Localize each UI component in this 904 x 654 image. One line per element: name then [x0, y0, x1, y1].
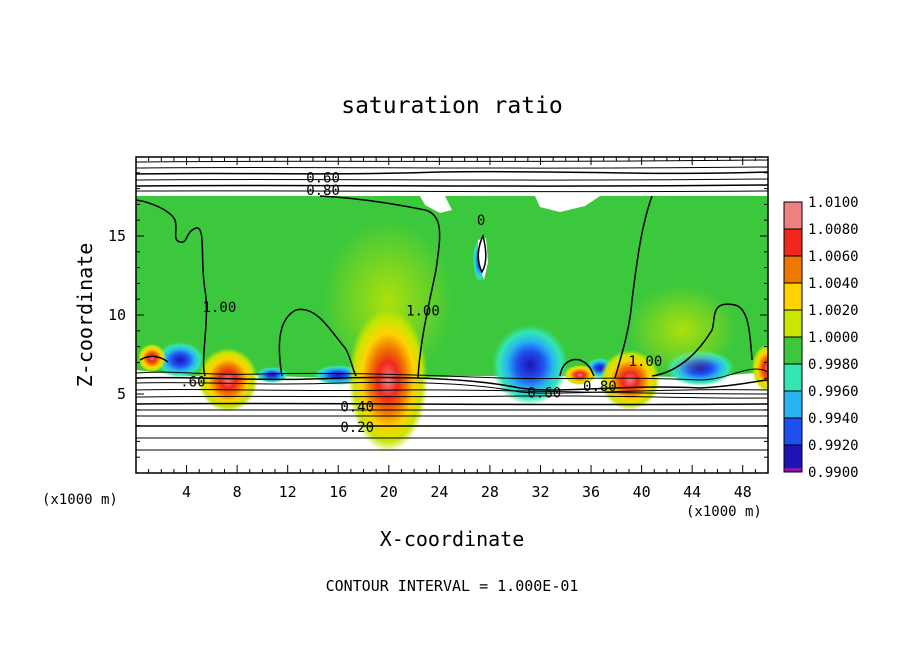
colorbar-swatch — [784, 337, 802, 364]
contour-label: 0.80 — [583, 379, 617, 395]
colorbar-swatch — [784, 418, 802, 445]
colorbar-label: 1.0040 — [808, 276, 859, 292]
colorbar-label: 1.0020 — [808, 303, 859, 319]
warm-region — [627, 285, 737, 375]
x-tick-label: 24 — [430, 483, 448, 501]
colorbar-label: 0.9960 — [808, 384, 859, 400]
x-tick-label: 28 — [481, 483, 499, 501]
colorbar-label: 0.9940 — [808, 411, 859, 427]
contour-label: 0.40 — [340, 400, 374, 416]
colorbar-label: 1.0100 — [808, 195, 859, 211]
x-tick-label: 20 — [380, 483, 398, 501]
hot-region — [600, 350, 660, 410]
unity-contours — [136, 195, 753, 379]
contour-label: 0 — [477, 213, 485, 229]
y-tick-label: 15 — [108, 227, 126, 245]
colorbar-label: 1.0060 — [808, 249, 859, 265]
colorbar-swatch — [784, 229, 802, 256]
x-tick-label: 44 — [683, 483, 701, 501]
y-tick-label: 5 — [117, 385, 126, 403]
cool-region — [492, 325, 568, 405]
x-tick-label: 40 — [633, 483, 651, 501]
x-tick-label: 12 — [279, 483, 297, 501]
colorbar-swatch — [784, 310, 802, 337]
colorbar-swatch — [784, 445, 802, 472]
upper-contours — [136, 159, 768, 193]
colorbar-label: 0.9920 — [808, 438, 859, 454]
x-tick-label: 48 — [734, 483, 752, 501]
x-tick-label: 36 — [582, 483, 600, 501]
z-unit-label: (x1000 m) — [42, 492, 118, 508]
x-tick-label: 32 — [531, 483, 549, 501]
colorbar-swatch — [784, 364, 802, 391]
x-tick-label: 8 — [233, 483, 242, 501]
x-axis-label: X-coordinate — [380, 527, 525, 551]
hot-region — [198, 348, 258, 412]
cool-region — [256, 367, 288, 383]
contour-label: .60 — [180, 374, 205, 390]
unsaturated-gap — [420, 196, 452, 213]
contour-label: 0.60 — [527, 385, 561, 401]
plot-area — [136, 159, 768, 452]
x-unit-label: (x1000 m) — [686, 504, 762, 520]
colorbar-swatch — [784, 391, 802, 418]
contour-label: 1.00 — [406, 303, 440, 319]
colorbar-swatch — [784, 468, 802, 472]
contour-interval-note: CONTOUR INTERVAL = 1.000E-01 — [326, 577, 579, 595]
contour-label: 0.80 — [306, 183, 340, 199]
contour-label: 0.20 — [340, 420, 374, 436]
chart-title: saturation ratio — [341, 93, 563, 119]
colorbar-label: 1.0080 — [808, 222, 859, 238]
unsaturated-gap — [535, 196, 600, 212]
contour-labels: 0.600.801.00 1.001.000.600.60 0.800.400.20 — [180, 171, 662, 437]
contour-label: 0.60 — [306, 171, 340, 187]
cool-region — [156, 342, 204, 378]
colorbar-swatch — [784, 256, 802, 283]
colorbar-swatch — [784, 283, 802, 310]
lower-contours — [136, 368, 768, 451]
colorbar-swatch — [784, 202, 802, 229]
colorbar-label: 0.9900 — [808, 465, 859, 481]
colorbar-label: 0.9980 — [808, 357, 859, 373]
hot-region — [138, 344, 166, 372]
hot-region — [564, 365, 596, 385]
y-tick-label: 10 — [108, 306, 126, 324]
x-tick-label: 16 — [329, 483, 347, 501]
colorbar-label: 1.0000 — [808, 330, 859, 346]
contour-label: 1.00 — [629, 354, 663, 370]
y-axis-label: Z-coordinate — [73, 243, 97, 388]
x-tick-label: 4 — [182, 483, 191, 501]
contour-label: 1.00 — [203, 300, 237, 316]
colorbar: 1.0100 1.0080 1.0060 1.0040 1.0020 1.0000 0.99… — [783, 195, 859, 481]
